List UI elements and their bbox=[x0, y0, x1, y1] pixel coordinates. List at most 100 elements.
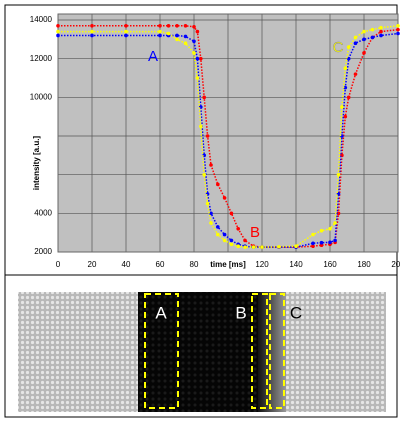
data-point bbox=[346, 45, 351, 49]
data-point bbox=[166, 31, 171, 36]
data-point bbox=[294, 244, 298, 248]
data-point bbox=[379, 33, 383, 38]
region-label: A bbox=[155, 303, 167, 322]
data-point bbox=[158, 29, 162, 34]
data-point bbox=[209, 163, 213, 167]
y-tick-label: 10000 bbox=[30, 92, 53, 101]
data-point bbox=[396, 27, 400, 32]
data-point bbox=[319, 228, 324, 233]
data-point bbox=[243, 245, 247, 249]
data-point bbox=[124, 29, 128, 34]
data-point bbox=[175, 24, 179, 28]
x-tick-label: 200 bbox=[391, 260, 400, 269]
data-point bbox=[370, 35, 375, 40]
data-point bbox=[183, 41, 188, 45]
data-point bbox=[229, 242, 234, 247]
data-point bbox=[362, 37, 366, 42]
data-point bbox=[158, 33, 162, 38]
x-tick-label: 0 bbox=[56, 260, 61, 269]
data-point bbox=[346, 56, 351, 61]
x-tick-label: 40 bbox=[122, 260, 131, 269]
data-point bbox=[311, 241, 315, 246]
data-point bbox=[319, 243, 324, 248]
data-point bbox=[260, 245, 264, 249]
data-point bbox=[396, 31, 400, 36]
annotation: C bbox=[333, 39, 344, 56]
data-point bbox=[209, 211, 213, 216]
data-point bbox=[216, 225, 220, 229]
data-point bbox=[343, 114, 348, 119]
region-label: B bbox=[235, 303, 246, 322]
y-tick-label: 4000 bbox=[34, 208, 52, 217]
data-point bbox=[56, 29, 60, 34]
label-backing bbox=[206, 259, 250, 271]
data-point bbox=[216, 182, 220, 187]
x-tick-label: 140 bbox=[289, 260, 303, 269]
data-point bbox=[222, 238, 227, 243]
data-point bbox=[90, 33, 94, 38]
region-box bbox=[144, 293, 179, 409]
data-point bbox=[183, 34, 188, 39]
data-point bbox=[319, 240, 324, 245]
data-point bbox=[353, 41, 358, 45]
data-point bbox=[311, 232, 315, 237]
data-point bbox=[192, 24, 196, 29]
data-point bbox=[336, 211, 341, 216]
data-point bbox=[192, 39, 196, 44]
data-point bbox=[124, 33, 128, 38]
data-point bbox=[192, 51, 196, 55]
data-point bbox=[158, 24, 162, 28]
annotation: A bbox=[148, 48, 158, 65]
data-point bbox=[209, 221, 213, 225]
data-point bbox=[379, 25, 383, 30]
data-point bbox=[362, 51, 366, 55]
data-point bbox=[205, 201, 210, 206]
data-point bbox=[175, 33, 179, 38]
region-box bbox=[251, 293, 268, 409]
dark-region bbox=[138, 292, 258, 412]
data-point bbox=[199, 124, 203, 129]
data-point bbox=[183, 24, 188, 28]
x-tick-label: 160 bbox=[323, 260, 337, 269]
y-axis-label: intensity [a.u.] bbox=[32, 136, 41, 191]
data-point bbox=[353, 72, 358, 76]
data-point bbox=[236, 244, 240, 248]
data-point bbox=[333, 221, 337, 225]
region-box bbox=[269, 293, 285, 409]
x-tick-label: 180 bbox=[357, 260, 371, 269]
plot: 2000400060008000100001200014000020406080… bbox=[29, 13, 400, 271]
data-point bbox=[216, 232, 220, 237]
x-axis-label: time [ms] bbox=[210, 260, 246, 269]
data-point bbox=[56, 33, 60, 38]
data-point bbox=[370, 27, 375, 32]
data-point bbox=[311, 244, 315, 248]
data-point bbox=[222, 232, 227, 237]
annotation: B bbox=[250, 224, 260, 241]
data-point bbox=[353, 35, 358, 40]
data-point bbox=[251, 245, 256, 249]
data-point bbox=[328, 240, 332, 245]
data-point bbox=[336, 172, 341, 177]
data-point bbox=[195, 76, 200, 80]
data-point bbox=[56, 24, 60, 28]
y-tick-label: 14000 bbox=[30, 15, 53, 24]
edge-region bbox=[258, 292, 286, 412]
x-tick-label: 80 bbox=[190, 260, 199, 269]
data-point bbox=[328, 227, 332, 231]
data-point bbox=[362, 29, 366, 34]
data-point bbox=[199, 56, 203, 61]
data-point bbox=[229, 211, 234, 216]
data-point bbox=[205, 134, 210, 138]
data-point bbox=[90, 24, 94, 28]
y-tick-label: 12000 bbox=[30, 54, 53, 63]
data-point bbox=[346, 95, 351, 100]
data-point bbox=[277, 244, 281, 249]
data-point bbox=[175, 37, 179, 42]
data-point bbox=[202, 172, 206, 177]
label-backing bbox=[29, 128, 53, 198]
data-point bbox=[243, 238, 247, 243]
data-point bbox=[195, 29, 200, 34]
x-tick-label: 120 bbox=[255, 260, 269, 269]
micrograph: A B C bbox=[18, 292, 386, 412]
